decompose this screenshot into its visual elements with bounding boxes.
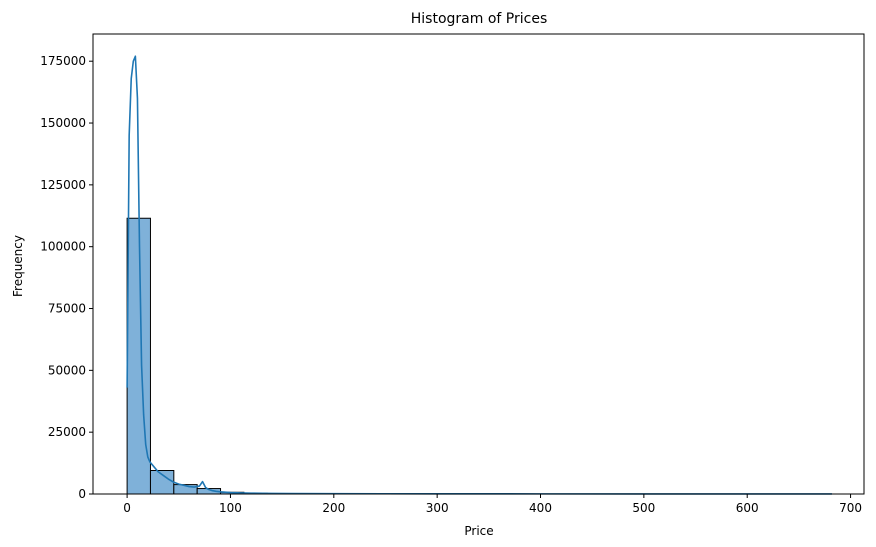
- kde-line: [126, 55, 832, 495]
- x-tick-label: 0: [123, 501, 131, 515]
- x-tick-label: 200: [322, 501, 345, 515]
- chart-title: Histogram of Prices: [411, 11, 547, 27]
- axes-frame: [92, 33, 865, 495]
- x-tick-label: 600: [736, 501, 759, 515]
- y-tick-label: 150000: [40, 116, 86, 130]
- y-tick-label: 125000: [40, 178, 86, 192]
- y-axis-label: Frequency: [11, 235, 25, 297]
- y-tick-label: 100000: [40, 240, 86, 254]
- plot-frame: [92, 33, 865, 495]
- x-tick-label: 700: [839, 501, 862, 515]
- y-tick-label: 50000: [48, 363, 86, 377]
- x-tick-label: 500: [632, 501, 655, 515]
- histogram-bars: [126, 217, 829, 495]
- y-axis-ticks: 0 25000 50000 75000 100000 125000 150000 175000: [40, 54, 93, 501]
- x-axis-ticks: 0 100 200 300 400 500 600 700: [123, 494, 862, 515]
- x-tick-label: 400: [529, 501, 552, 515]
- x-axis-label: Price: [464, 524, 493, 538]
- y-tick-label: 75000: [48, 302, 86, 316]
- x-tick-label: 100: [219, 501, 242, 515]
- x-tick-label: 300: [426, 501, 449, 515]
- y-tick-label: 25000: [48, 425, 86, 439]
- kde-curve-group: [126, 55, 832, 495]
- y-tick-label: 175000: [40, 54, 86, 68]
- y-tick-label: 0: [78, 487, 86, 501]
